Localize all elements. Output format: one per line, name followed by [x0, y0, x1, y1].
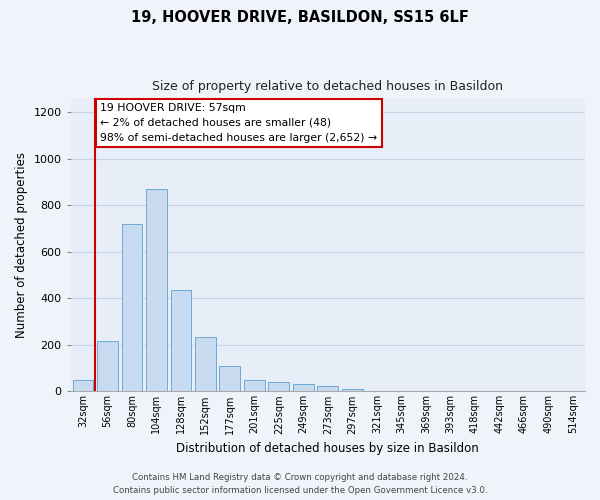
Bar [268, 382, 289, 392]
Bar [293, 384, 314, 392]
Bar [122, 224, 142, 392]
X-axis label: Distribution of detached houses by size in Basildon: Distribution of detached houses by size … [176, 442, 479, 455]
Bar [342, 388, 363, 392]
Bar [220, 366, 241, 392]
Bar [195, 338, 216, 392]
Bar [146, 189, 167, 392]
Text: Contains HM Land Registry data © Crown copyright and database right 2024.
Contai: Contains HM Land Registry data © Crown c… [113, 474, 487, 495]
Title: Size of property relative to detached houses in Basildon: Size of property relative to detached ho… [152, 80, 503, 93]
Text: 19, HOOVER DRIVE, BASILDON, SS15 6LF: 19, HOOVER DRIVE, BASILDON, SS15 6LF [131, 10, 469, 25]
Y-axis label: Number of detached properties: Number of detached properties [15, 152, 28, 338]
Text: 19 HOOVER DRIVE: 57sqm
← 2% of detached houses are smaller (48)
98% of semi-deta: 19 HOOVER DRIVE: 57sqm ← 2% of detached … [100, 103, 377, 142]
Bar [317, 386, 338, 392]
Bar [73, 380, 94, 392]
Bar [97, 342, 118, 392]
Bar [170, 290, 191, 392]
Bar [244, 380, 265, 392]
